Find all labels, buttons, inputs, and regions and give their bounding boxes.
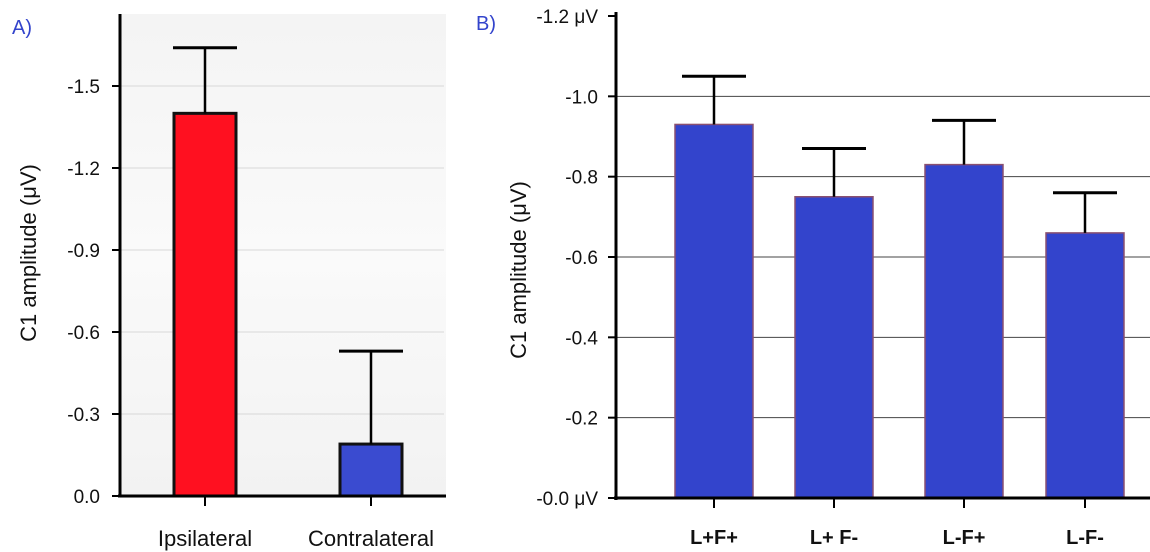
y-tick-label: -0.6 xyxy=(565,248,598,269)
bar xyxy=(172,111,238,498)
panel-b-y-axis-label: C1 amplitude (μV) xyxy=(506,181,531,359)
panel-b-y-ticks: -0.0 μV -0.2 -0.4 -0.6 -0.8 -1.0 -1.2 μV xyxy=(536,7,616,510)
panel-a-plot-background xyxy=(120,14,446,498)
x-tick-label: Contralateral xyxy=(308,526,434,551)
bar xyxy=(794,196,874,499)
bar xyxy=(338,442,404,498)
y-tick-label: -0.2 xyxy=(565,409,598,430)
y-tick-label: -0.4 xyxy=(565,328,598,349)
panel-a-label: A) xyxy=(12,17,32,39)
y-tick-label: -1.5 xyxy=(67,77,100,98)
y-tick-label: -0.6 xyxy=(67,323,100,344)
x-tick-label: L-F- xyxy=(1066,527,1104,549)
y-tick-label: -0.0 μV xyxy=(536,489,598,510)
panel-b: B) -0.0 μV -0.2 -0.4 -0.6 -0.8 -1.0 -1.2 μV L+… xyxy=(476,7,1150,549)
panel-b-bars xyxy=(674,123,1125,499)
y-tick-label: -0.3 xyxy=(67,405,100,426)
panel-a: A) 0.0 -0.3 -0.6 -0.9 -1.2 -1.5 Ipsilateral Co… xyxy=(12,14,446,551)
y-tick-label: -1.2 μV xyxy=(536,7,598,28)
panel-b-error-bars xyxy=(682,74,1117,233)
x-tick-label: L-F+ xyxy=(943,527,986,549)
x-tick-label: Ipsilateral xyxy=(158,526,252,551)
x-tick-label: L+F+ xyxy=(690,527,738,549)
bar xyxy=(1045,232,1125,499)
y-tick-label: -0.9 xyxy=(67,241,100,262)
y-tick-label: -1.0 xyxy=(565,87,598,108)
y-tick-label: 0.0 xyxy=(74,487,100,508)
bar xyxy=(924,163,1004,499)
bar xyxy=(674,123,754,499)
x-tick-label: L+ F- xyxy=(810,527,858,549)
panel-a-y-axis-label: C1 amplitude (μV) xyxy=(16,164,41,342)
panel-b-label: B) xyxy=(476,13,496,35)
panel-a-y-ticks: 0.0 -0.3 -0.6 -0.9 -1.2 -1.5 xyxy=(67,77,120,508)
panel-a-x-ticks: Ipsilateral Contralateral xyxy=(158,496,434,551)
panel-a-error-bars xyxy=(173,46,403,445)
panel-a-bars xyxy=(172,111,404,498)
y-tick-label: -0.8 xyxy=(565,168,598,189)
panel-b-x-ticks: L+F+ L+ F- L-F+ L-F- xyxy=(690,498,1104,549)
y-tick-label: -1.2 xyxy=(67,159,100,180)
